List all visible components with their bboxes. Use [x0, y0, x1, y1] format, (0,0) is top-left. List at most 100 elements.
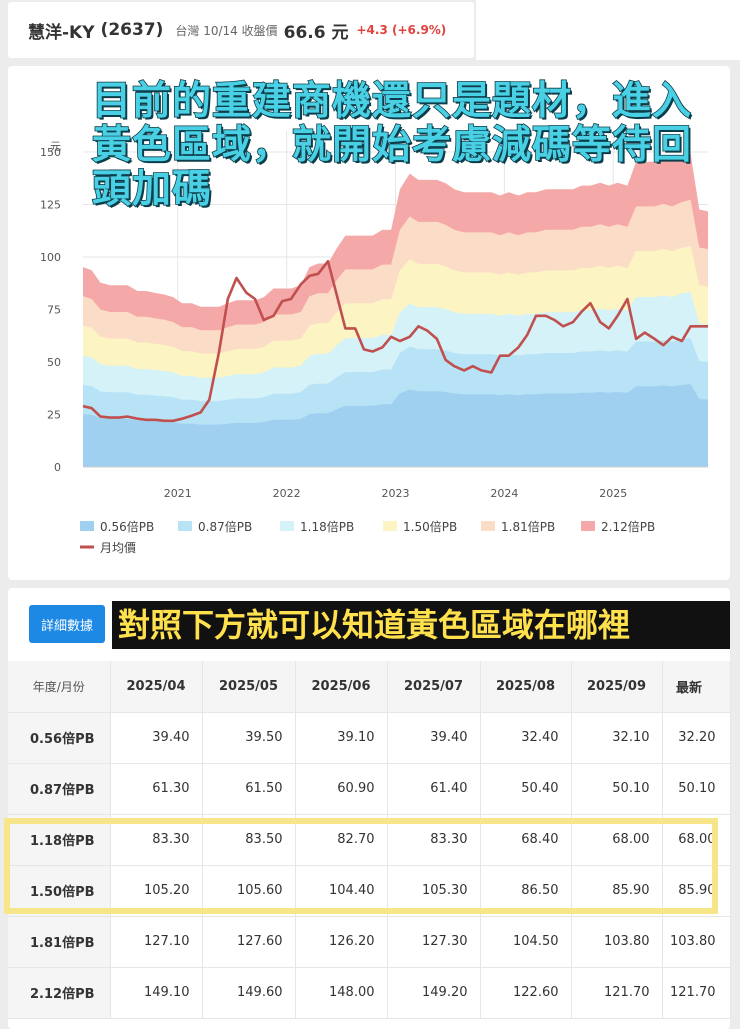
table-cell: 103.80	[662, 916, 731, 968]
table-cell: 83.30	[110, 814, 203, 866]
row-label: 1.18倍PB	[8, 814, 111, 866]
x-tick-label: 2025	[599, 487, 627, 500]
table-cell: 68.00	[662, 814, 731, 866]
table-cell: 127.30	[387, 916, 481, 968]
table-cell: 121.70	[662, 967, 731, 1019]
y-tick-label: 25	[47, 409, 61, 422]
column-header: 2025/05	[202, 661, 296, 713]
stock-name[interactable]: 慧洋-KY	[28, 22, 95, 43]
legend-swatch	[581, 521, 595, 531]
y-tick-label: 100	[40, 251, 61, 264]
table-row: 2.12倍PB 149.10 149.60 148.00 149.20 122.…	[8, 967, 731, 1019]
column-header: 2025/04	[110, 661, 203, 713]
row-label: 0.56倍PB	[8, 712, 111, 764]
table-cell: 83.50	[202, 814, 296, 866]
table-cell: 122.60	[480, 967, 572, 1019]
table-cell: 50.10	[662, 763, 731, 815]
table-cell: 68.00	[571, 814, 663, 866]
row-label: 2.12倍PB	[8, 967, 111, 1019]
row-label: 0.87倍PB	[8, 763, 111, 815]
table-cell: 50.40	[480, 763, 572, 815]
table-cell: 105.60	[202, 865, 296, 917]
y-tick-label: 75	[47, 304, 61, 317]
table-cell: 50.10	[571, 763, 663, 815]
column-header: 2025/08	[480, 661, 572, 713]
band-0.56pb-area	[83, 384, 708, 467]
price-change: +4.3 (+6.9%)	[356, 23, 447, 37]
table-cell: 39.40	[387, 712, 481, 764]
pb-table-card: 詳細數據 對照下方就可以知道黃色區域在哪裡 年度/月份 2025/04 2025…	[8, 588, 731, 1029]
table-cell: 149.60	[202, 967, 296, 1019]
table-cell: 127.10	[110, 916, 203, 968]
table-cell: 39.40	[110, 712, 203, 764]
table-cell: 126.20	[295, 916, 388, 968]
legend-label: 2.12倍PB	[601, 519, 655, 534]
table-cell: 61.50	[202, 763, 296, 815]
y-axis-label: 元	[50, 140, 61, 153]
pb-price-table: 年度/月份 2025/04 2025/05 2025/06 2025/07 20…	[8, 661, 731, 1019]
x-tick-label: 2021	[164, 487, 192, 500]
table-header-row: 年度/月份 2025/04 2025/05 2025/06 2025/07 20…	[8, 661, 731, 713]
table-cell: 121.70	[571, 967, 663, 1019]
table-cell: 61.40	[387, 763, 481, 815]
stock-code: (2637)	[100, 20, 164, 40]
row-label: 1.50倍PB	[8, 865, 111, 917]
pb-river-chart-card: 0 25 50 75 100 125 150 2021 2022 2023 2024 2025 元 0.5…	[8, 66, 730, 580]
table-cell: 68.40	[480, 814, 572, 866]
stock-header: 慧洋-KY (2637) 台灣 10/14 收盤價 66.6 元 +4.3 (+…	[8, 2, 474, 58]
x-tick-label: 2023	[382, 487, 410, 500]
table-cell: 82.70	[295, 814, 388, 866]
legend-label: 0.87倍PB	[198, 519, 252, 534]
legend-swatch	[280, 521, 294, 531]
monthly-avg-price-line	[82, 259, 708, 423]
table-corner-label: 年度/月份	[8, 661, 111, 713]
table-cell: 103.80	[571, 916, 663, 968]
table-cell: 105.30	[387, 865, 481, 917]
table-cell: 85.90	[662, 865, 731, 917]
y-tick-label: 125	[40, 199, 61, 212]
pb-river-chart: 0 25 50 75 100 125 150 2021 2022 2023 2024 2025 元 0.5…	[40, 131, 708, 555]
legend-swatch	[178, 521, 192, 531]
table-cell: 127.60	[202, 916, 296, 968]
x-tick-label: 2024	[490, 487, 518, 500]
table-cell: 83.30	[387, 814, 481, 866]
legend-label: 0.56倍PB	[100, 519, 154, 534]
header-blank-area	[476, 0, 740, 60]
table-annotation-note: 對照下方就可以知道黃色區域在哪裡	[112, 601, 730, 649]
legend-label: 1.18倍PB	[300, 519, 354, 534]
table-cell: 39.50	[202, 712, 296, 764]
table-row: 0.87倍PB 61.30 61.50 60.90 61.40 50.40 50…	[8, 763, 731, 815]
y-tick-label: 150	[40, 146, 61, 159]
column-header: 最新	[662, 661, 731, 713]
legend-swatch	[383, 521, 397, 531]
table-cell: 104.40	[295, 865, 388, 917]
table-row: 0.56倍PB 39.40 39.50 39.10 39.40 32.40 32…	[8, 712, 731, 764]
legend-swatch	[481, 521, 495, 531]
close-price: 66.6 元	[283, 22, 349, 43]
column-header: 2025/07	[387, 661, 481, 713]
table-cell: 86.50	[480, 865, 572, 917]
table-row: 1.18倍PB 83.30 83.50 82.70 83.30 68.40 68…	[8, 814, 731, 866]
table-cell: 149.20	[387, 967, 481, 1019]
legend-label: 1.81倍PB	[501, 519, 555, 534]
table-cell: 39.10	[295, 712, 388, 764]
table-cell: 148.00	[295, 967, 388, 1019]
x-tick-label: 2022	[273, 487, 301, 500]
legend-label: 1.50倍PB	[403, 519, 457, 534]
detail-data-button[interactable]: 詳細數據	[29, 605, 105, 643]
table-cell: 149.10	[110, 967, 203, 1019]
table-cell: 85.90	[571, 865, 663, 917]
y-tick-label: 0	[54, 461, 61, 474]
table-cell: 32.40	[480, 712, 572, 764]
legend-swatch	[80, 521, 94, 531]
table-cell: 105.20	[110, 865, 203, 917]
y-tick-label: 50	[47, 356, 61, 369]
column-header: 2025/09	[571, 661, 663, 713]
row-label: 1.81倍PB	[8, 916, 111, 968]
table-cell: 60.90	[295, 763, 388, 815]
column-header: 2025/06	[295, 661, 388, 713]
market-date-label: 台灣 10/14 收盤價	[175, 23, 278, 38]
table-cell: 32.20	[662, 712, 731, 764]
table-row: 1.50倍PB 105.20 105.60 104.40 105.30 86.5…	[8, 865, 731, 917]
chart-annotation-note: 目前的重建商機還只是題材，進入黃色區域，就開始考慮減碼等待回頭加碼	[91, 79, 693, 213]
